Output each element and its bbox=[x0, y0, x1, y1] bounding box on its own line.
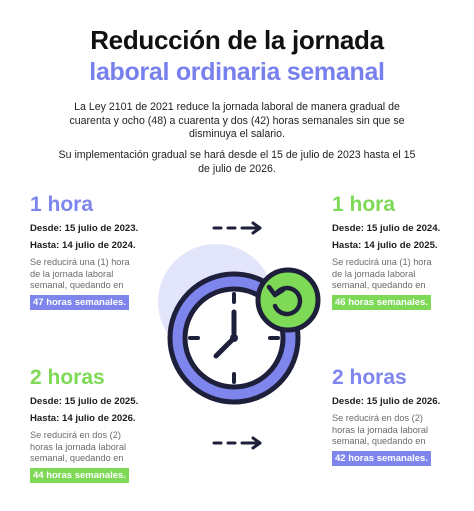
intro-paragraph-law: La Ley 2101 de 2021 reduce la jornada la… bbox=[69, 101, 405, 140]
step-3-hours: 2 horas bbox=[30, 366, 105, 389]
step-1-from: Desde: 15 julio de 2023. bbox=[30, 223, 139, 234]
step-2-block: 1 hora Desde: 15 julio de 2024. Hasta: 1… bbox=[332, 193, 472, 310]
step-3-from: Desde: 15 julio de 2025. bbox=[30, 396, 139, 407]
step-3-block: 2 horas Desde: 15 julio de 2025. Hasta: … bbox=[30, 366, 170, 483]
step-2-until: Hasta: 14 julio de 2025. bbox=[332, 240, 438, 251]
dashed-arrow-icon bbox=[212, 221, 262, 235]
step-1-description: Se reducirá una (1) hora de la jornada l… bbox=[30, 257, 130, 291]
step-2-hours: 1 hora bbox=[332, 193, 396, 216]
step-4-result-badge: 42 horas semanales. bbox=[332, 450, 431, 466]
step-4-block: 2 horas Desde: 15 julio de 2026. Se redu… bbox=[332, 366, 472, 466]
step-1-hours: 1 hora bbox=[30, 193, 94, 216]
refresh-icon bbox=[255, 267, 321, 333]
clock-illustration bbox=[158, 244, 321, 405]
intro-paragraph-implementation: Su implementación gradual se hará desde … bbox=[58, 149, 416, 175]
step-2-description: Se reducirá una (1) hora de la jornada l… bbox=[332, 257, 432, 291]
step-3-description: Se reducirá en dos (2) horas la jornada … bbox=[30, 430, 127, 464]
step-1-until: Hasta: 14 julio de 2024. bbox=[30, 240, 136, 251]
step-2-from: Desde: 15 julio de 2024. bbox=[332, 223, 441, 234]
step-2-result-badge: 46 horas semanales. bbox=[332, 294, 431, 310]
step-4-hours: 2 horas bbox=[332, 366, 407, 389]
step-4-from: Desde: 15 julio de 2026. bbox=[332, 396, 441, 407]
step-4-description: Se reducirá en dos (2) horas la jornada … bbox=[332, 413, 429, 447]
step-3-until: Hasta: 14 julio de 2026. bbox=[30, 413, 136, 424]
step-1-result-badge: 47 horas semanales. bbox=[30, 294, 129, 310]
page-title: Reducción de la jornada bbox=[90, 25, 384, 55]
dashed-arrow-icon bbox=[212, 436, 262, 450]
page-subtitle: laboral ordinaria semanal bbox=[89, 58, 385, 86]
step-3-result-badge: 44 horas semanales. bbox=[30, 467, 129, 483]
step-1-block: 1 hora Desde: 15 julio de 2023. Hasta: 1… bbox=[30, 193, 170, 310]
